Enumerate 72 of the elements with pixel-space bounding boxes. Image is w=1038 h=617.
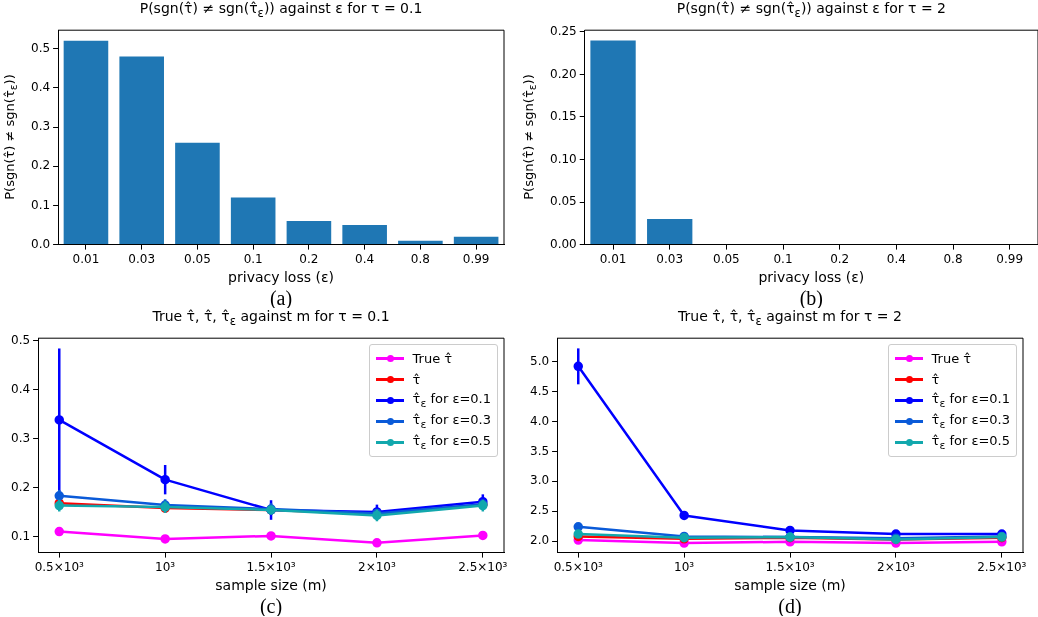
x-tick-label: 0.1 (773, 251, 793, 266)
x-tick-label: 0.2 (299, 251, 319, 266)
legend-label: τ̂$_{ε}$ for ε=0.5 (412, 433, 491, 452)
x-tick-label: 0.2 (830, 251, 850, 266)
legend-label: τ̂$_{ε}$ for ε=0.1 (412, 391, 491, 410)
x-tick-label: 2×10³ (358, 559, 396, 574)
x-tick-label: 10³ (155, 559, 176, 574)
y-tick-label: 3.5 (529, 443, 550, 458)
x-axis-title: sample size (m) (734, 576, 846, 593)
y-tick-label: 0.1 (30, 197, 51, 212)
y-tick-label: 0.5 (10, 332, 31, 347)
legend-label: True τ̂ (412, 351, 453, 367)
x-tick-label: 0.99 (996, 251, 1024, 266)
x-tick-label: 2.5×10³ (977, 559, 1027, 574)
x-tick-label: 0.01 (599, 251, 627, 266)
x-tick-label: 10³ (674, 559, 695, 574)
chart-title: P(sgn(τ̂) ≠ sgn(τ̂$_{ε}$)) against ε for τ = 2 (676, 0, 947, 20)
legend-label: τ̂$_{ε}$ for ε=0.3 (412, 412, 491, 431)
legend-label: τ̂$_{ε}$ for ε=0.3 (931, 412, 1010, 431)
y-tick-label: 0.0 (30, 236, 51, 251)
y-tick-label: 0.1 (10, 528, 31, 543)
y-tick-label: 2.5 (529, 503, 550, 518)
y-tick-label: 2.0 (529, 533, 550, 548)
text: (c) (259, 594, 283, 617)
text: (d) (778, 594, 802, 617)
y-tick-label: 0.5 (30, 40, 51, 55)
y-tick-label: 0.4 (30, 79, 51, 94)
x-tick-label: 0.05 (184, 251, 211, 266)
legend-label: True τ̂ (931, 351, 972, 367)
x-tick-label: 0.05 (713, 251, 740, 266)
x-tick-label: 1.5×10³ (246, 559, 296, 574)
y-tick-label: 0.10 (550, 151, 577, 166)
x-tick-label: 1.5×10³ (765, 559, 815, 574)
y-tick-label: 0.15 (550, 109, 577, 124)
chart-title: P(sgn(τ̂) ≠ sgn(τ̂$_{ε}$)) against ε for τ = 0.1 (139, 0, 423, 20)
x-tick-label: 0.8 (943, 251, 963, 266)
legend-label: τ̂$_{ε}$ for ε=0.1 (931, 391, 1010, 410)
legend-label: τ̂ (412, 372, 421, 388)
y-tick-label: 0.4 (10, 381, 31, 396)
text: (a) (269, 286, 293, 310)
x-tick-label: 0.8 (410, 251, 430, 266)
y-tick-label: 4.5 (529, 383, 550, 398)
x-tick-label: 2×10³ (877, 559, 915, 574)
x-tick-label: 0.99 (462, 251, 490, 266)
y-tick-label: 4.0 (529, 413, 550, 428)
y-tick-label: 0.2 (10, 479, 31, 494)
chart-title: True τ̂, τ̂, τ̂$_{ε}$ against m for τ = 2 (678, 308, 902, 328)
y-tick-label: 0.3 (30, 119, 51, 134)
y-tick-label: 3.0 (529, 473, 550, 488)
x-axis-title: privacy loss (ε) (758, 268, 865, 285)
y-tick-label: 0.05 (550, 194, 577, 209)
x-tick-label: 0.4 (355, 251, 375, 266)
x-tick-label: 0.1 (243, 251, 263, 266)
x-tick-label: 2.5×10³ (458, 559, 508, 574)
text: (b) (799, 286, 824, 310)
y-tick-label: 0.00 (550, 236, 577, 251)
x-axis-title: sample size (m) (215, 576, 327, 593)
y-tick-label: 0.2 (30, 158, 51, 173)
y-tick-label: 5.0 (529, 353, 550, 368)
legend-label: τ̂$_{ε}$ for ε=0.5 (931, 433, 1010, 452)
x-tick-label: 0.5×10³ (34, 559, 85, 574)
x-tick-label: 0.03 (656, 251, 684, 266)
x-tick-label: 0.03 (128, 251, 156, 266)
x-tick-label: 0.5×10³ (553, 559, 604, 574)
chart-title: True τ̂, τ̂, τ̂$_{ε}$ against m for τ = 0.1 (152, 308, 390, 328)
legend-label: τ̂ (931, 372, 940, 388)
y-tick-label: 0.3 (10, 430, 31, 445)
y-tick-label: 0.25 (550, 24, 577, 39)
x-tick-label: 0.01 (72, 251, 100, 266)
x-tick-label: 0.4 (886, 251, 906, 266)
x-axis-title: privacy loss (ε) (228, 268, 334, 285)
y-tick-label: 0.20 (550, 66, 577, 81)
